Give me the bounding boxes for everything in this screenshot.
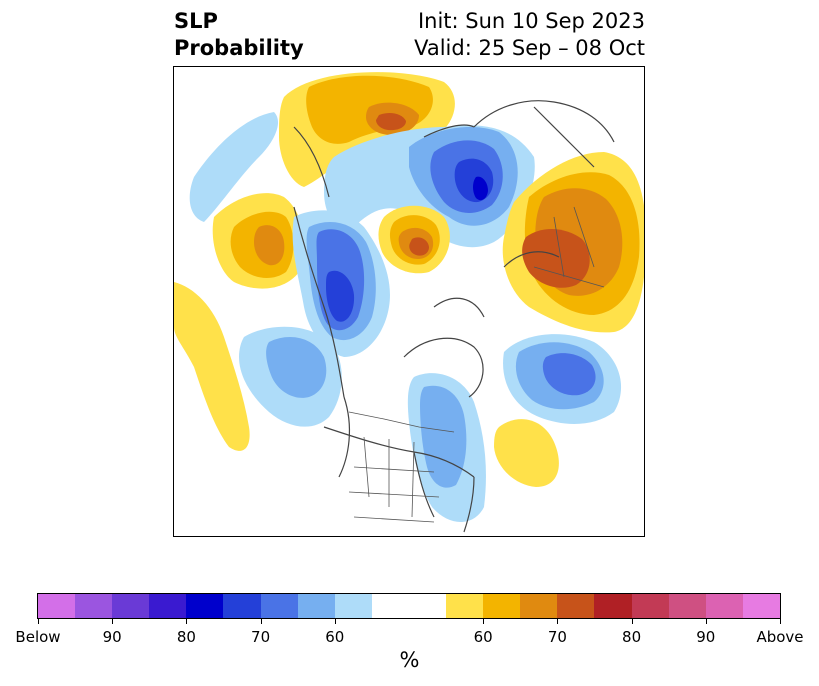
colorbar-tick-label: 80 [176,628,196,646]
below-region-gulf-alaska-mid [266,337,327,398]
colorbar [37,593,781,619]
below-region-atlantic-med [542,353,596,396]
above-region-west-pacific [174,282,250,451]
above-region-north-asia-max [376,113,406,131]
colorbar-tick-label: 70 [251,628,271,646]
colorbar-segment [705,594,743,618]
below-region-arctic-max [473,176,488,201]
colorbar-unit: % [399,648,420,672]
below-region-east-canada-mid [420,385,467,488]
above-region-subtropical-atlantic [494,419,559,487]
colorbar-segment [223,594,261,618]
colorbar-segment [408,594,447,618]
borders [348,206,605,523]
colorbar-tick-label: 90 [696,628,716,646]
title-product: Probability [174,36,304,60]
colorbar-tick [705,619,707,624]
colorbar-segment [149,594,187,618]
colorbar-ticks: Below 90 80 70 60 60 70 80 90 Above [15,619,804,646]
colorbar-segment [186,594,224,618]
colorbar-tick-label: 80 [622,628,642,646]
colorbar-tick-label: 90 [102,628,122,646]
above-region-europe-strong [522,228,590,288]
colorbar-tick-label: 60 [325,628,345,646]
colorbar-segment [446,594,484,618]
map-canvas [174,72,644,533]
colorbar-segment [557,594,595,618]
colorbar-segment [371,594,409,618]
colorbar-tick [38,619,39,624]
map-title: SLP Probability [174,8,304,62]
colorbar-segment [260,594,298,618]
colorbar-segment [75,594,113,618]
colorbar-tick [631,619,633,624]
above-region-pacific-nw-core [254,225,285,266]
colorbar-tick [334,619,336,624]
colorbar-segment [631,594,669,618]
map-subtitle: Init: Sun 10 Sep 2023 Valid: 25 Sep – 08… [414,8,645,62]
colorbar-tick [260,619,262,624]
colorbar-segment [38,594,76,618]
colorbar-segment [483,594,521,618]
colorbar-segment [594,594,632,618]
colorbar-segment [334,594,372,618]
init-date: Init: Sun 10 Sep 2023 [417,9,645,33]
above-region-kara-max [409,237,429,256]
probability-map [173,66,645,537]
colorbar-segment [112,594,150,618]
colorbar-segment [297,594,335,618]
colorbar-tick-label: 60 [473,628,493,646]
valid-range: Valid: 25 Sep – 08 Oct [414,36,645,60]
colorbar-tick [557,619,559,624]
colorbar-tick-label: Below [15,628,61,646]
colorbar-tick [780,619,781,624]
colorbar-segment [742,594,780,618]
below-region-aleutian [189,112,279,222]
colorbar-tick-label: 70 [547,628,567,646]
title-variable: SLP [174,9,218,33]
colorbar-tick [483,619,485,624]
colorbar-tick [186,619,188,624]
below-region-west-canada-strong [326,270,355,322]
colorbar-tick [112,619,114,624]
colorbar-segment [520,594,558,618]
colorbar-tick-label: Above [756,628,804,646]
colorbar-segment [668,594,706,618]
